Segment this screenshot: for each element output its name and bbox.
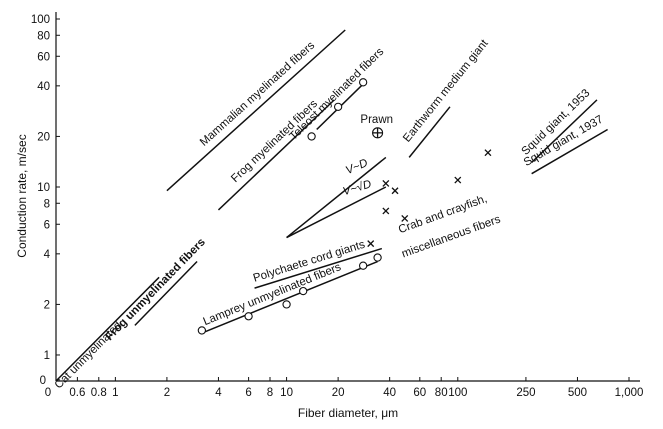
x-tick-label: 10 xyxy=(280,387,293,399)
y-axis-title: Conduction rate, m/sec xyxy=(15,134,29,257)
circle-data-point xyxy=(358,78,368,87)
x-tick-label: 8 xyxy=(267,387,273,399)
x-tick-label: 500 xyxy=(568,387,587,399)
x-tick-label: 6 xyxy=(245,387,251,399)
x-axis-ticks: 0.6 0.8 1 2 4 6 8 10 20 40 60 80 100 250 500 1,000 xyxy=(69,377,643,399)
y-tick-label: 60 xyxy=(37,51,50,63)
x-tick-label: 1,000 xyxy=(615,387,644,399)
circle-data-point xyxy=(307,132,316,141)
cross-data-point xyxy=(367,240,375,248)
squid-giant-1937-line xyxy=(531,128,608,175)
x-tick-label: 4 xyxy=(215,387,222,399)
squid-giant-1953-line xyxy=(531,99,598,163)
reference-line-2 xyxy=(286,186,387,239)
cross-data-point xyxy=(382,179,390,187)
y-tick-label: 8 xyxy=(44,198,50,210)
earthworm-medium-giant-line xyxy=(408,106,451,158)
cross-data-point xyxy=(454,176,462,184)
x-tick-label: 0.6 xyxy=(69,387,85,399)
lamprey-unmyelinated-fibers-line xyxy=(201,260,378,334)
circle-plus-data-point xyxy=(372,127,384,139)
x-tick-label: 80 xyxy=(435,387,448,399)
circle-data-point xyxy=(333,102,343,111)
cross-data-point xyxy=(391,187,399,195)
x-tick-label: 20 xyxy=(332,387,345,399)
frog-unmyelinated-fibers-label: Frog unmyelinated fibers xyxy=(103,236,207,343)
reference-line-1 xyxy=(286,156,387,239)
circle-data-point xyxy=(299,286,308,296)
y-tick-label: 6 xyxy=(44,219,50,231)
cross-data-point xyxy=(382,207,390,215)
circle-data-point xyxy=(373,253,382,262)
y-tick-label: 4 xyxy=(44,249,51,261)
x-tick-label: 2 xyxy=(164,387,170,399)
x-tick-label: 100 xyxy=(448,387,467,399)
earthworm-medium-giant-label: Earthworm medium giant xyxy=(401,37,491,145)
frog-myelinated-fibers-line xyxy=(217,99,335,211)
x-tick-label: 40 xyxy=(383,387,396,399)
cross-data-point xyxy=(401,214,409,222)
y-tick-label: 1 xyxy=(44,350,50,362)
y-axis-ticks: 1 2 4 6 8 10 20 40 60 80 100 xyxy=(31,14,60,362)
y-tick-label: 80 xyxy=(37,30,50,42)
y-tick-label: 20 xyxy=(37,131,50,143)
x-tick-label: 60 xyxy=(413,387,426,399)
circle-data-point xyxy=(282,300,291,309)
y-origin-label: 0 xyxy=(40,375,46,387)
cat-unmyelinated-line xyxy=(55,276,160,382)
x-axis-title: Fiber diameter, μm xyxy=(298,406,398,420)
y-tick-label: 10 xyxy=(37,182,50,194)
axes xyxy=(55,12,640,382)
frog-unmyelinated-fibers-line xyxy=(134,261,198,326)
x-tick-label: 0.8 xyxy=(91,387,107,399)
annotation-prawn: Prawn xyxy=(360,114,393,126)
x-tick-label: 250 xyxy=(516,387,535,399)
circle-data-point xyxy=(358,261,368,270)
x-tick-label: 1 xyxy=(112,387,118,399)
cross-data-point xyxy=(484,149,492,157)
mammalian-myelinated-fibers-line xyxy=(166,29,346,192)
circle-data-point xyxy=(244,312,253,321)
x-origin-label: 0 xyxy=(45,387,51,399)
data-points xyxy=(197,78,492,335)
y-tick-label: 2 xyxy=(44,299,50,311)
y-tick-label: 40 xyxy=(37,81,50,93)
y-tick-label: 100 xyxy=(31,14,50,26)
reference-lines: V~DV~√D xyxy=(286,156,387,239)
polychaete-cord-giants-line xyxy=(254,247,383,289)
circle-data-point xyxy=(197,326,207,335)
